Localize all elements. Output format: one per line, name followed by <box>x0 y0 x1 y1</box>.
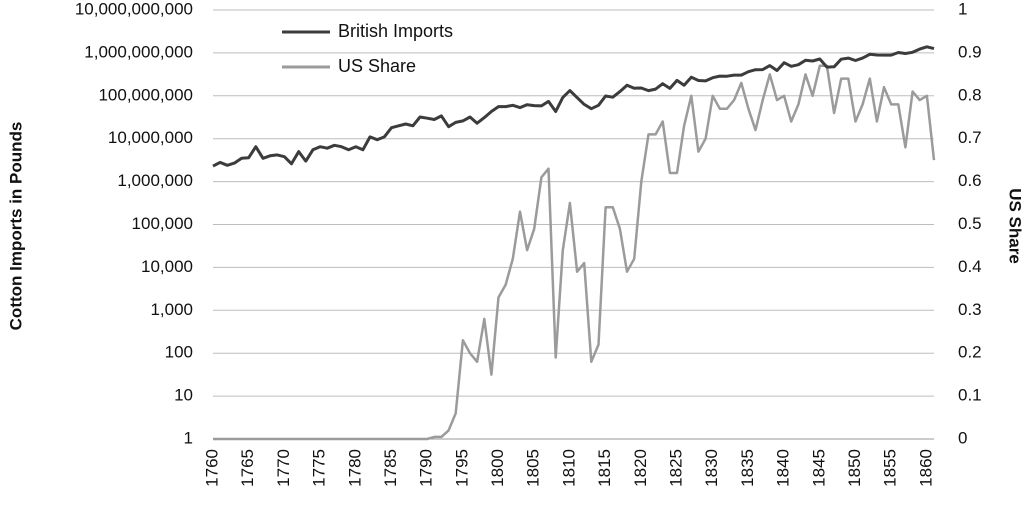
x-tick-label: 1845 <box>809 449 828 487</box>
x-tick-label: 1785 <box>381 449 400 487</box>
left-axis-title: Cotton Imports in Pounds <box>6 122 25 331</box>
series-line-british-imports <box>212 45 935 168</box>
x-tick-label: 1760 <box>202 449 221 487</box>
right-tick-label: 0.6 <box>958 171 982 190</box>
x-tick-label: 1820 <box>631 449 650 487</box>
left-tick-label: 10,000,000 <box>108 128 193 147</box>
x-tick-label: 1830 <box>702 449 721 487</box>
x-tick-label: 1805 <box>524 449 543 487</box>
x-tick-label: 1765 <box>238 449 257 487</box>
x-tick-label: 1790 <box>417 449 436 487</box>
x-tick-label: 1780 <box>345 449 364 487</box>
legend-label-british-imports: British Imports <box>338 21 453 41</box>
left-tick-label: 100,000 <box>132 214 193 233</box>
left-tick-label: 100 <box>165 343 193 362</box>
right-tick-label: 0.1 <box>958 386 982 405</box>
gridlines <box>213 9 934 397</box>
left-tick-label: 10,000,000,000 <box>75 0 193 18</box>
right-axis-title: US Share <box>1006 188 1024 264</box>
legend: British Imports US Share <box>282 21 453 76</box>
x-tick-label: 1840 <box>774 449 793 487</box>
x-axis-tick-labels: 1760 1765 1770 1775 1780 1785 1790 1795 1800 1805… <box>202 449 935 487</box>
x-tick-label: 1835 <box>738 449 757 487</box>
left-tick-label: 1,000,000 <box>117 171 193 190</box>
left-axis-tick-labels: 1 10 100 1,000 10,000 100,000 1,000,000 10,000,… <box>75 0 193 447</box>
x-tick-label: 1795 <box>452 449 471 487</box>
legend-item-us-share: US Share <box>282 56 416 76</box>
right-tick-label: 0.8 <box>958 85 982 104</box>
left-tick-label: 10 <box>174 386 193 405</box>
x-tick-label: 1860 <box>916 449 935 487</box>
left-tick-label: 1 <box>184 428 193 447</box>
x-tick-label: 1825 <box>666 449 685 487</box>
left-tick-label: 1,000 <box>150 300 193 319</box>
legend-item-british-imports: British Imports <box>282 21 453 41</box>
x-tick-label: 1815 <box>595 449 614 487</box>
x-tick-label: 1770 <box>274 449 293 487</box>
x-tick-label: 1810 <box>559 449 578 487</box>
x-tick-label: 1775 <box>310 449 329 487</box>
left-tick-label: 10,000 <box>141 257 193 276</box>
right-tick-label: 0.3 <box>958 300 982 319</box>
right-tick-label: 0.4 <box>958 257 982 276</box>
x-tick-label: 1855 <box>881 449 900 487</box>
right-tick-label: 0.9 <box>958 42 982 61</box>
right-tick-label: 1 <box>958 0 967 18</box>
x-tick-label: 1800 <box>488 449 507 487</box>
series-line-us-share <box>213 64 936 441</box>
left-tick-label: 1,000,000,000 <box>84 42 193 61</box>
right-tick-label: 0 <box>958 428 967 447</box>
left-tick-label: 100,000,000 <box>98 85 193 104</box>
right-tick-label: 0.7 <box>958 128 982 147</box>
right-tick-label: 0.5 <box>958 214 982 233</box>
series-lines <box>212 45 936 441</box>
right-axis-tick-labels: 0 0.1 0.2 0.3 0.4 0.5 0.6 0.7 0.8 0.9 1 <box>958 0 982 447</box>
x-tick-label: 1850 <box>845 449 864 487</box>
right-tick-label: 0.2 <box>958 343 982 362</box>
legend-label-us-share: US Share <box>338 56 416 76</box>
